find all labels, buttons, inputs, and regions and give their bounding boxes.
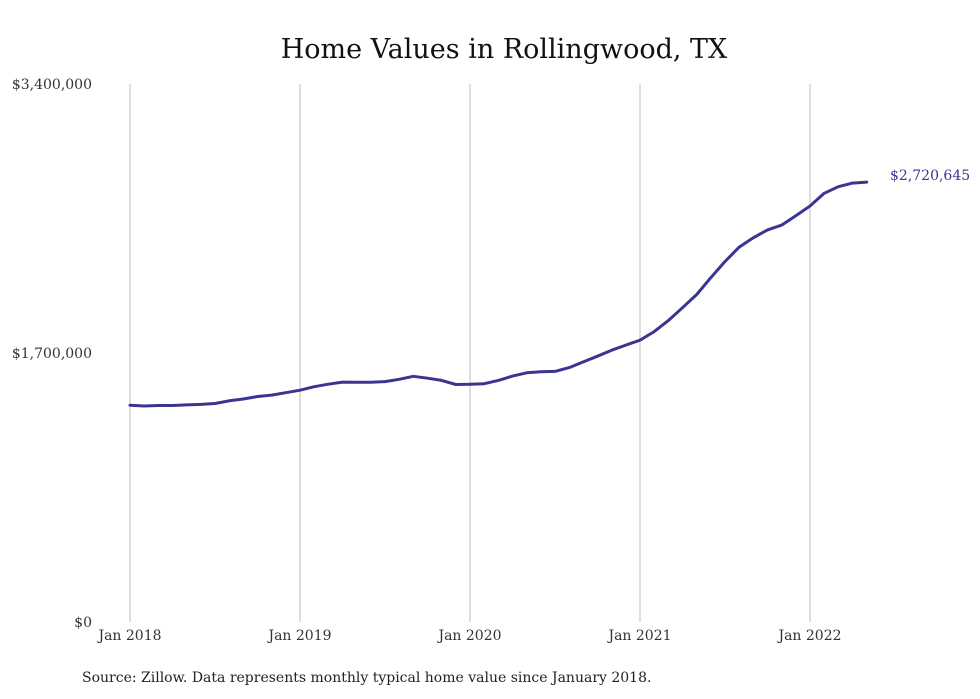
chart-title: Home Values in Rollingwood, TX xyxy=(281,34,728,65)
x-tick-label: Jan 2020 xyxy=(436,628,501,644)
y-tick-label: $1,700,000 xyxy=(12,346,92,362)
y-tick-label: $0 xyxy=(74,615,92,631)
y-axis: $3,400,000 $1,700,000 $0 xyxy=(12,77,92,631)
x-tick-label: Jan 2022 xyxy=(776,628,841,644)
y-tick-label: $3,400,000 xyxy=(12,77,92,93)
x-tick-label: Jan 2018 xyxy=(96,628,161,644)
end-value-label: $2,720,645 xyxy=(890,168,970,184)
source-note: Source: Zillow. Data represents monthly … xyxy=(82,670,651,686)
series-line xyxy=(128,180,869,408)
x-tick-label: Jan 2019 xyxy=(266,628,331,644)
x-axis: Jan 2018 Jan 2019 Jan 2020 Jan 2021 Jan 2022 xyxy=(96,628,841,644)
gridlines xyxy=(129,84,811,622)
x-tick-label: Jan 2021 xyxy=(606,628,671,644)
